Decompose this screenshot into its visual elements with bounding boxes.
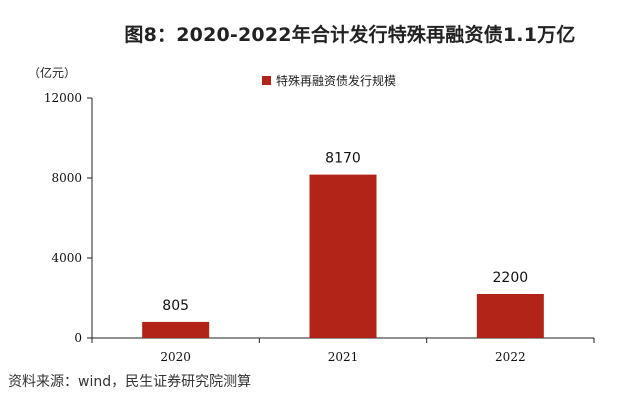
data-label-2021: 8170: [325, 151, 361, 167]
y-tick-label: 0: [74, 331, 82, 345]
bar-2020: [142, 321, 210, 338]
y-axis-unit-label: （亿元）: [28, 66, 77, 80]
x-tick-label-2022: 2022: [495, 350, 526, 364]
bar-2022: [476, 294, 544, 338]
legend-swatch: [262, 75, 271, 85]
y-tick-label: 4000: [51, 251, 82, 265]
data-label-2020: 805: [162, 298, 189, 314]
legend-label: 特殊再融资债发行规模: [276, 73, 397, 88]
y-tick-label: 8000: [51, 171, 82, 185]
x-tick-label-2021: 2021: [328, 350, 359, 364]
chart-legend: 特殊再融资债发行规模: [262, 72, 396, 88]
y-tick-label: 12000: [44, 91, 82, 105]
source-note: 资料来源：wind，民生证券研究院测算: [8, 374, 252, 390]
data-label-2022: 2200: [493, 270, 529, 286]
bar-2021: [309, 174, 377, 338]
x-tick-label-2020: 2020: [160, 350, 191, 364]
chart-title: 图8：2020-2022年合计发行特殊再融资债1.1万亿: [124, 24, 576, 46]
